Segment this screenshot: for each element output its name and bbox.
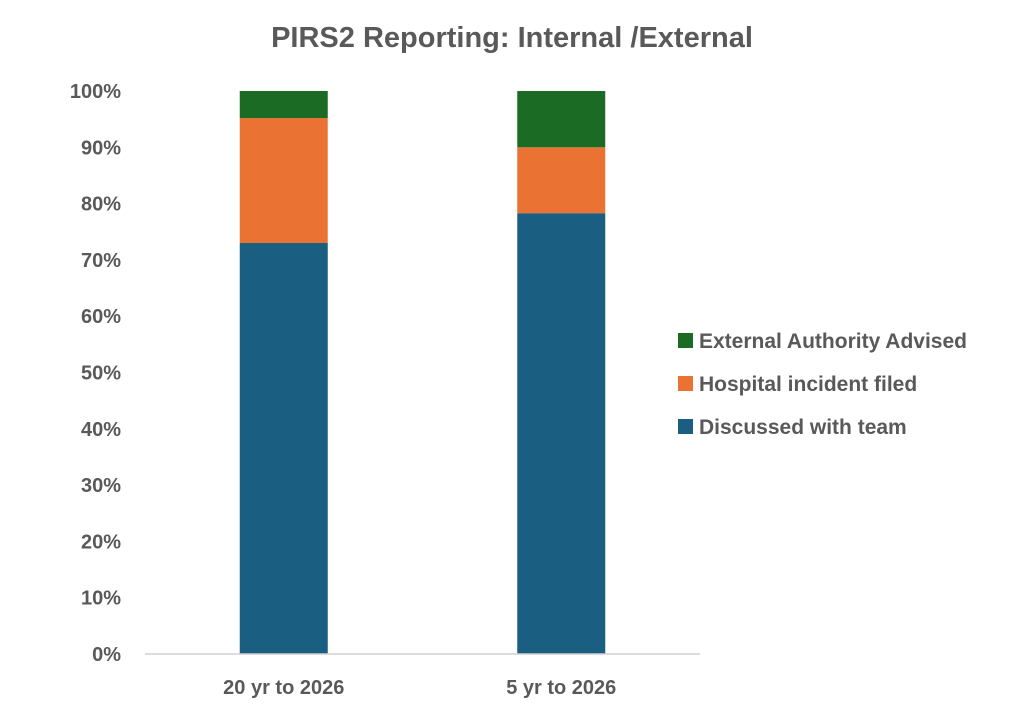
y-tick-label: 30% <box>81 475 121 497</box>
legend-item: Hospital incident filed <box>699 373 917 396</box>
legend: External Authority Advised Hospital incid… <box>678 330 967 439</box>
y-tick-label: 80% <box>81 194 121 216</box>
chart-title: PIRS2 Reporting: Internal /External <box>271 22 753 54</box>
legend-swatch <box>678 333 693 348</box>
x-tick-label: 5 yr to 2026 <box>506 677 616 699</box>
legend-swatch <box>678 376 693 391</box>
y-axis: 0% 10% 20% 30% 40% 50% 60% 70% 80% 90% 100% <box>70 81 121 666</box>
y-tick-label: 40% <box>81 419 121 441</box>
y-tick-label: 0% <box>92 644 121 666</box>
legend-item: Discussed with team <box>699 416 907 439</box>
plot-area <box>239 91 606 654</box>
y-tick-label: 100% <box>70 81 121 103</box>
bar-2-series-3 <box>517 91 606 148</box>
y-tick-label: 70% <box>81 250 121 272</box>
legend-swatch <box>678 419 693 434</box>
y-tick-label: 60% <box>81 306 121 328</box>
bar-1-series-3 <box>239 91 328 119</box>
y-tick-label: 90% <box>81 137 121 159</box>
bar-1-series-2 <box>239 118 328 244</box>
bar-2-series-2 <box>517 147 606 214</box>
legend-item: External Authority Advised <box>699 330 967 353</box>
bar-2-series-1 <box>517 213 606 654</box>
y-tick-label: 20% <box>81 531 121 553</box>
x-tick-label: 20 yr to 2026 <box>223 677 344 699</box>
x-axis: 20 yr to 2026 5 yr to 2026 <box>223 677 616 699</box>
y-tick-label: 10% <box>81 588 121 610</box>
y-tick-label: 50% <box>81 363 121 385</box>
bar-1-series-1 <box>239 243 328 654</box>
